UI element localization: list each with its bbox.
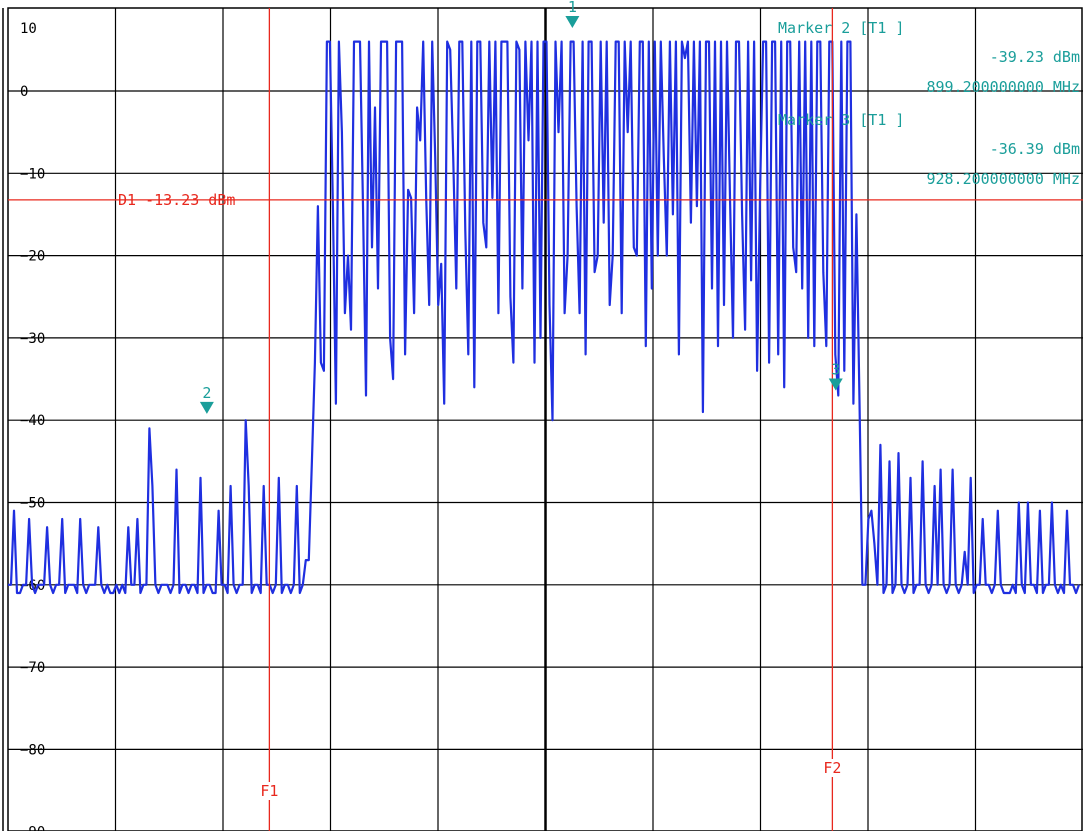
y-tick-label: −20 xyxy=(20,249,45,265)
marker-readout-title: Marker 3 [T1 ] xyxy=(778,111,904,129)
y-tick-label: −70 xyxy=(20,660,45,676)
y-tick-label: −30 xyxy=(20,331,45,347)
trace-line xyxy=(8,40,1081,595)
y-tick-label: 10 xyxy=(20,21,37,37)
y-tick-label: −10 xyxy=(20,166,45,182)
marker-readouts: Marker 2 [T1 ] -39.23 dBm 899.200000000 MH… xyxy=(778,19,1080,188)
spectrum-trace xyxy=(8,40,1081,595)
freq-line-label: F1 xyxy=(260,782,278,800)
marker-3-triangle xyxy=(828,378,843,391)
y-tick-label: −40 xyxy=(20,413,45,429)
display-line-label: D1 -13.23 dBm xyxy=(118,191,235,209)
y-tick-label: −90 xyxy=(20,825,45,831)
y-tick-label: −50 xyxy=(20,496,45,512)
limit-lines: D1 -13.23 dBm F1 F2 xyxy=(8,8,1083,831)
freq-label-bg xyxy=(253,782,286,800)
marker-3-label: 3 xyxy=(831,360,840,378)
marker-2-label: 2 xyxy=(202,384,211,402)
marker-readout-level: -36.39 dBm xyxy=(990,140,1080,158)
marker-readout-title: Marker 2 [T1 ] xyxy=(778,19,904,37)
marker-2-triangle xyxy=(199,401,214,414)
y-tick-label: −80 xyxy=(20,742,45,758)
y-tick-label: 0 xyxy=(20,84,28,100)
markers: 1 2 3 xyxy=(199,0,843,414)
marker-readout-level: -39.23 dBm xyxy=(990,48,1080,66)
grid xyxy=(2,7,1083,831)
marker-1-triangle xyxy=(565,16,580,28)
freq-label-bg xyxy=(816,759,849,777)
marker-readout-freq: 928.200000000 MHz xyxy=(926,170,1080,188)
marker-readout-freq: 899.200000000 MHz xyxy=(926,78,1080,96)
freq-line-label: F2 xyxy=(823,759,841,777)
marker-1-label: 1 xyxy=(568,0,577,16)
